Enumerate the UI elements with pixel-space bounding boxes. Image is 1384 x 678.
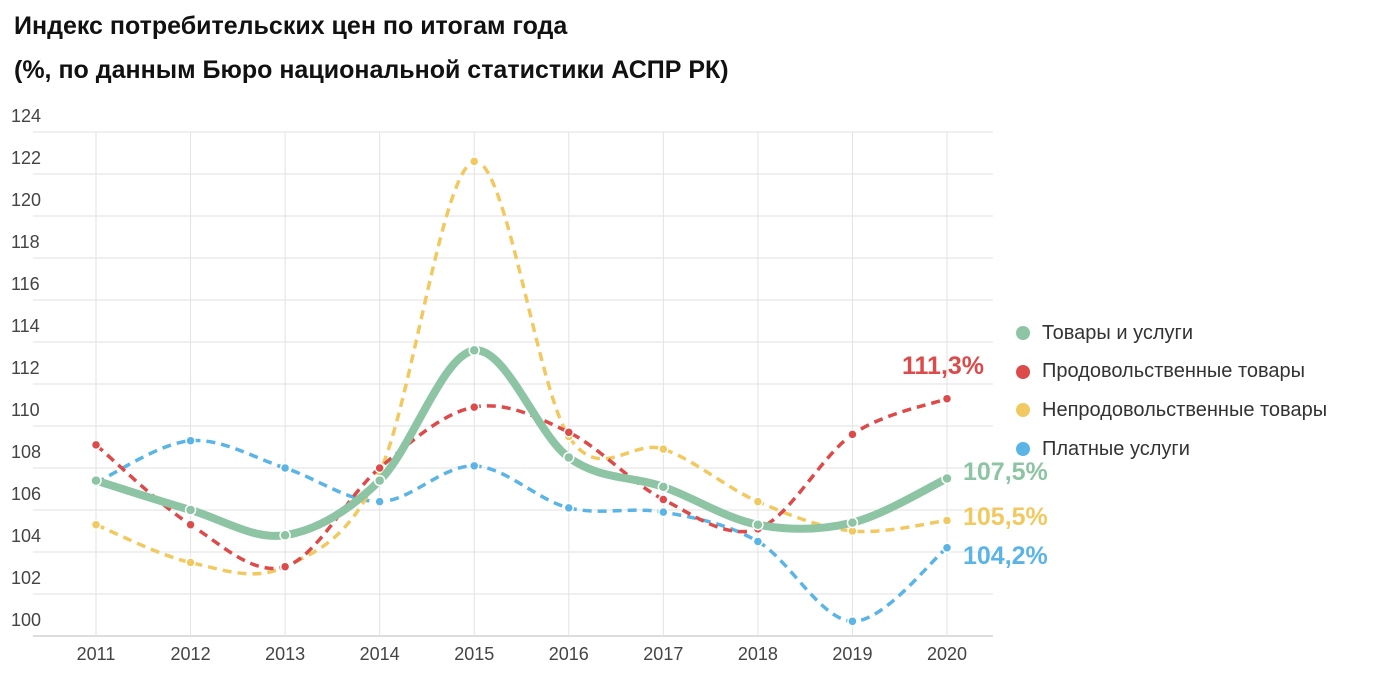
data-point	[374, 462, 385, 474]
legend-item: Товары и услуги	[1016, 314, 1327, 353]
legend: Товары и услуги Продовольственные товары Н…	[1016, 314, 1327, 468]
series-line	[95, 438, 949, 624]
data-point	[941, 542, 953, 554]
x-tick-label: 2019	[832, 644, 872, 664]
data-point	[185, 435, 196, 446]
series-line	[94, 397, 948, 571]
data-point	[846, 516, 859, 529]
data-point	[752, 536, 764, 547]
x-tick-label: 2012	[171, 644, 211, 664]
x-tick-label: 2020	[927, 644, 967, 664]
x-tick-label: 2013	[265, 644, 305, 664]
data-point	[847, 429, 858, 440]
y-tick-label: 118	[11, 232, 40, 252]
data-point	[658, 443, 669, 455]
data-point	[279, 529, 291, 541]
data-point	[185, 519, 196, 530]
series-line	[95, 159, 948, 576]
legend-label: Платные услуги	[1042, 437, 1190, 460]
data-point	[658, 506, 669, 518]
data-point	[468, 344, 480, 357]
legend-marker	[1016, 364, 1030, 379]
data-point	[184, 504, 197, 516]
x-tick-label: 2017	[643, 644, 683, 664]
x-tick-label: 2016	[549, 644, 589, 664]
y-tick-label: 122	[11, 148, 41, 168]
x-tick-label: 2014	[360, 644, 400, 664]
data-point	[468, 156, 480, 167]
data-point	[941, 515, 953, 526]
data-point	[90, 474, 102, 487]
data-point	[941, 472, 953, 485]
x-tick-label: 2015	[454, 644, 494, 664]
end-value-label: 111,3%	[902, 352, 985, 380]
data-point	[279, 561, 291, 572]
y-tick-label: 108	[11, 442, 41, 462]
y-tick-label: 102	[11, 568, 41, 588]
legend-item: Продовольственные товары	[1016, 353, 1327, 392]
end-value-label: 107,5%	[963, 458, 1048, 486]
x-tick-label: 2018	[738, 644, 778, 664]
data-point	[90, 439, 102, 451]
legend-item: Непродовольственные товары	[1016, 391, 1327, 430]
y-tick-label: 116	[11, 274, 40, 294]
y-tick-label: 114	[11, 316, 40, 336]
legend-marker	[1016, 326, 1030, 341]
data-point	[374, 496, 385, 507]
data-point	[373, 474, 386, 487]
legend-marker	[1016, 442, 1030, 457]
data-point	[847, 616, 858, 627]
y-tick-label: 112	[11, 358, 40, 378]
y-tick-label: 104	[11, 526, 41, 546]
y-tick-label: 120	[11, 190, 41, 210]
x-tick-label: 2011	[77, 644, 116, 664]
legend-label: Непродовольственные товары	[1042, 398, 1328, 421]
y-tick-label: 124	[11, 106, 41, 126]
data-point	[563, 427, 575, 438]
y-tick-label: 110	[11, 400, 40, 420]
y-tick-label: 100	[11, 610, 41, 630]
y-tick-label: 106	[11, 484, 41, 504]
data-point	[752, 496, 764, 507]
legend-label: Товары и услуги	[1042, 321, 1193, 344]
end-value-label: 104,2%	[963, 542, 1048, 570]
data-point	[279, 462, 291, 474]
data-point	[941, 393, 953, 404]
data-point	[752, 518, 764, 531]
data-point	[563, 502, 575, 514]
data-point	[563, 451, 575, 464]
chart-subtitle: (%, по данным Бюро национальной статисти…	[14, 56, 729, 84]
series-line	[94, 346, 949, 540]
legend-label: Продовольственные товары	[1042, 360, 1306, 383]
end-value-label: 105,5%	[963, 503, 1048, 531]
data-point	[468, 401, 480, 413]
chart-title: Индекс потребительских цен по итогам год…	[14, 12, 568, 40]
legend-item: Платные услуги	[1016, 430, 1327, 469]
data-point	[90, 519, 102, 530]
data-point	[658, 494, 669, 505]
legend-marker	[1016, 403, 1030, 418]
data-point	[468, 460, 480, 472]
data-point	[185, 557, 196, 568]
data-point	[657, 481, 670, 493]
